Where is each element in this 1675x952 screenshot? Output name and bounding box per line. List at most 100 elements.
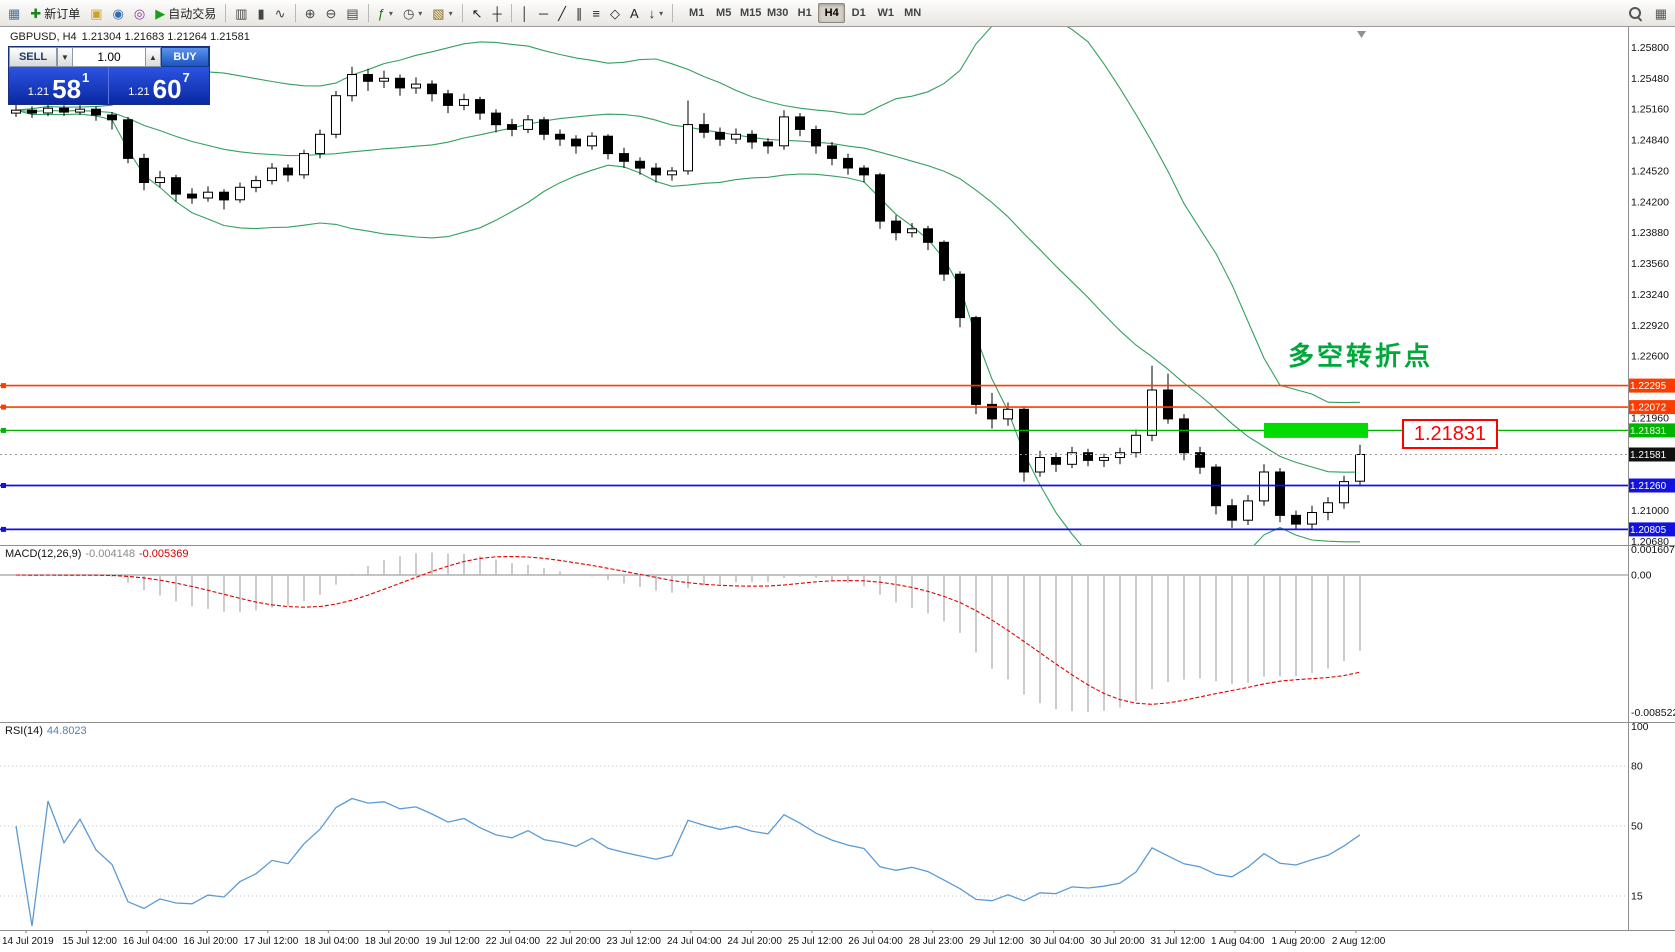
line-chart-icon-button[interactable]: ∿ (270, 2, 291, 24)
candle-bull (1067, 452, 1077, 465)
time-axis-label: 15 Jul 12:00 (63, 936, 118, 947)
candlestick-chart-icon-button[interactable]: ▮ (253, 2, 270, 24)
candle-bear (795, 116, 805, 130)
market-watch-icon-button[interactable]: ◉ (108, 2, 129, 24)
lot-increase-button[interactable]: ▲ (145, 47, 161, 67)
zoom-out-icon-button[interactable]: ⊖ (320, 2, 341, 24)
hline-price-box (1628, 400, 1675, 415)
time-axis-label: 2 Aug 12:00 (1332, 936, 1386, 947)
crosshair-icon-button[interactable]: ┼ (488, 2, 507, 24)
toolbar-separator (294, 4, 296, 22)
arrows-icon: ↓ (648, 5, 656, 21)
candle-bull (1323, 502, 1333, 513)
bid-price-box (1628, 447, 1675, 462)
timeframe-h4[interactable]: H4 (818, 3, 846, 23)
zoom-in-icon-button[interactable]: ⊕ (300, 2, 321, 24)
hline-anchor[interactable] (1, 526, 6, 532)
rsi-value: 44.8023 (46, 725, 87, 737)
bollinger-lower (15, 109, 1360, 545)
candle-bear (395, 77, 405, 89)
tile-windows-icon-button[interactable]: ▤ (341, 2, 363, 24)
trade-panel-controls: SELL ▼ 1.00 ▲ BUY (9, 47, 209, 67)
lot-decrease-button[interactable]: ▼ (57, 47, 73, 67)
text-icon-button[interactable]: A (625, 2, 644, 24)
layout-button[interactable]: ▦ (1650, 2, 1672, 24)
horizontal-line-icon-button[interactable]: ─ (534, 2, 553, 24)
navigator-icon-button[interactable]: ◎ (129, 2, 150, 24)
periods-icon-button[interactable]: ◷ ▾ (398, 2, 427, 24)
bars-chart-icon: ▥ (235, 5, 248, 21)
channel-icon: ∥ (575, 5, 583, 21)
autotrading-button[interactable]: ▶ 自动交易 (150, 2, 221, 24)
search-button[interactable] (1623, 2, 1648, 24)
price-axis-label: 1.21000 (1631, 505, 1669, 517)
annotation-turning-point[interactable]: 多空转折点 (1288, 341, 1434, 371)
annotation-price-callout[interactable]: 1.21831 (1402, 419, 1498, 449)
candle-bull (1243, 500, 1253, 521)
chart-shift-marker[interactable] (1357, 31, 1366, 38)
channel-icon-button[interactable]: ∥ (571, 2, 588, 24)
candle-bear (491, 112, 501, 126)
sell-price[interactable]: 1.21 58 1 (9, 67, 109, 104)
fibonacci-icon-button[interactable]: ≡ (587, 2, 605, 24)
shapes-icon: ◇ (610, 5, 620, 21)
lot-size-field[interactable]: 1.00 (73, 47, 145, 67)
candle-bear (91, 108, 101, 116)
templates-icon-button[interactable]: ▧ ▾ (427, 2, 457, 24)
timeframe-m1[interactable]: M1 (683, 3, 710, 23)
candle-bear (1019, 408, 1029, 473)
candle-bull (331, 95, 341, 135)
buy-price[interactable]: 1.21 60 7 (109, 67, 209, 104)
one-click-trade-panel: SELL ▼ 1.00 ▲ BUY 1.21 58 1 1.21 60 7 (8, 46, 210, 105)
hline-price-label: 1.22295 (1630, 381, 1667, 392)
arrows-icon-button[interactable]: ↓ ▾ (644, 2, 669, 24)
toolbar-separator (672, 4, 674, 22)
zoom-out-icon: ⊖ (325, 5, 337, 21)
hline-price-label: 1.21260 (1630, 481, 1667, 492)
price-axis: 1.25800 1.25480 1.25160 1.24840 1.24520 1.242… (1631, 42, 1669, 548)
timeframe-w1[interactable]: W1 (872, 3, 899, 23)
highlight-bar[interactable] (1264, 422, 1368, 438)
indicators-icon-button[interactable]: ƒ ▾ (373, 2, 398, 24)
timeframe-d1[interactable]: D1 (845, 3, 872, 23)
vertical-line-icon-button[interactable]: │ (516, 2, 534, 24)
timeframe-m5[interactable]: M5 (710, 3, 737, 23)
candle-bear (1291, 514, 1301, 525)
candle-bear (827, 145, 837, 159)
candle-bull (299, 153, 309, 176)
cursor-icon-button[interactable]: ↖ (467, 2, 488, 24)
buy-price-prefix: 1.21 (128, 86, 150, 98)
hline-anchor[interactable] (1, 404, 6, 410)
hline-anchor[interactable] (1, 383, 6, 389)
hline-price-box (1628, 522, 1675, 537)
hline-anchor[interactable] (1, 483, 6, 488)
buy-price-sup: 7 (182, 70, 190, 85)
time-axis-label: 30 Jul 20:00 (1090, 936, 1145, 947)
time-axis-label: 29 Jul 12:00 (969, 936, 1024, 947)
price-axis-label: 1.22920 (1631, 320, 1669, 332)
timeframe-mn[interactable]: MN (899, 3, 926, 23)
bars-chart-icon-button[interactable]: ▥ (230, 2, 252, 24)
candle-bear (539, 119, 549, 135)
time-axis-label: 26 Jul 04:00 (848, 936, 903, 947)
trendline-icon-button[interactable]: ╱ (553, 2, 571, 24)
macd-signal-line (15, 555, 1361, 705)
timeframe-m15[interactable]: M15 (737, 3, 764, 23)
price-axis-label: 1.23240 (1631, 289, 1669, 301)
time-axis-label: 19 Jul 12:00 (425, 936, 480, 947)
profiles-icon-button[interactable]: ▣ (85, 2, 107, 24)
candle-bear (715, 131, 725, 140)
sell-button[interactable]: SELL (9, 47, 57, 67)
time-axis-label: 31 Jul 12:00 (1151, 936, 1206, 947)
macd-label: MACD(12,26,9) (5, 548, 82, 560)
timeframe-m30[interactable]: M30 (764, 3, 791, 23)
buy-button[interactable]: BUY (161, 47, 209, 67)
price-axis-label: 1.24520 (1631, 165, 1669, 177)
shapes-icon-button[interactable]: ◇ (605, 2, 625, 24)
new-order-button: ✚ (30, 5, 42, 21)
new-order-button[interactable]: ✚ 新订单 (25, 2, 85, 24)
new-chart-icon-button[interactable]: ▦ (3, 2, 25, 24)
hline-anchor[interactable] (1, 427, 6, 433)
timeframe-h1[interactable]: H1 (791, 3, 818, 23)
